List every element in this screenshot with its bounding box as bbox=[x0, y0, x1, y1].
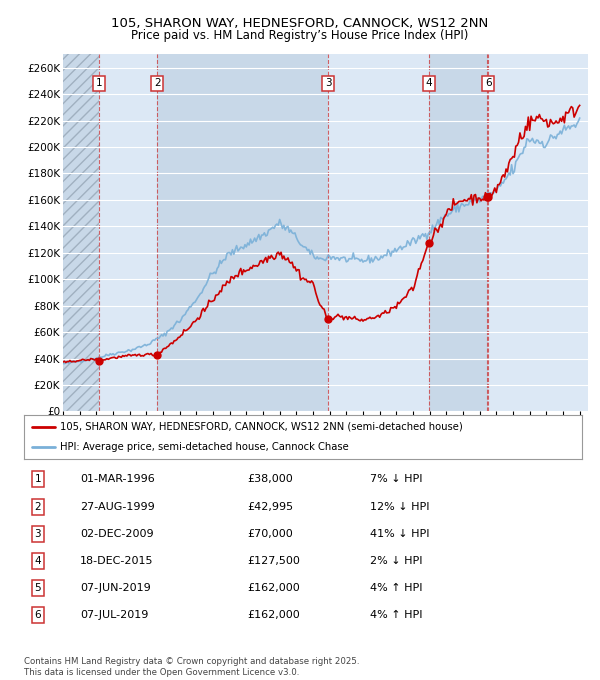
Bar bbox=[63, 54, 99, 411]
Text: £42,995: £42,995 bbox=[247, 502, 293, 511]
Text: 7% ↓ HPI: 7% ↓ HPI bbox=[370, 475, 422, 484]
Text: 3: 3 bbox=[325, 78, 332, 88]
Text: £38,000: £38,000 bbox=[247, 475, 293, 484]
Text: 6: 6 bbox=[485, 78, 491, 88]
Bar bbox=[328, 54, 429, 411]
Text: £162,000: £162,000 bbox=[247, 583, 300, 593]
Bar bbox=[157, 54, 328, 411]
Text: 6: 6 bbox=[35, 611, 41, 620]
Text: 2: 2 bbox=[154, 78, 161, 88]
Text: 41% ↓ HPI: 41% ↓ HPI bbox=[370, 529, 430, 539]
Text: 4: 4 bbox=[425, 78, 433, 88]
Bar bbox=[63, 54, 99, 411]
Text: 18-DEC-2015: 18-DEC-2015 bbox=[80, 556, 154, 566]
Text: 01-MAR-1996: 01-MAR-1996 bbox=[80, 475, 155, 484]
Text: £127,500: £127,500 bbox=[247, 556, 300, 566]
Text: 5: 5 bbox=[35, 583, 41, 593]
Text: 3: 3 bbox=[35, 529, 41, 539]
Bar bbox=[99, 54, 157, 411]
Text: 07-JUN-2019: 07-JUN-2019 bbox=[80, 583, 151, 593]
Text: 105, SHARON WAY, HEDNESFORD, CANNOCK, WS12 2NN: 105, SHARON WAY, HEDNESFORD, CANNOCK, WS… bbox=[112, 17, 488, 30]
Bar bbox=[488, 54, 588, 411]
Text: 02-DEC-2009: 02-DEC-2009 bbox=[80, 529, 154, 539]
Text: 105, SHARON WAY, HEDNESFORD, CANNOCK, WS12 2NN (semi-detached house): 105, SHARON WAY, HEDNESFORD, CANNOCK, WS… bbox=[60, 422, 463, 432]
Text: 4: 4 bbox=[35, 556, 41, 566]
Text: Price paid vs. HM Land Registry’s House Price Index (HPI): Price paid vs. HM Land Registry’s House … bbox=[131, 29, 469, 41]
Text: 2: 2 bbox=[35, 502, 41, 511]
Text: 07-JUL-2019: 07-JUL-2019 bbox=[80, 611, 148, 620]
Text: £162,000: £162,000 bbox=[247, 611, 300, 620]
Text: 1: 1 bbox=[96, 78, 103, 88]
Text: Contains HM Land Registry data © Crown copyright and database right 2025.
This d: Contains HM Land Registry data © Crown c… bbox=[24, 657, 359, 677]
Text: 27-AUG-1999: 27-AUG-1999 bbox=[80, 502, 155, 511]
Text: 4% ↑ HPI: 4% ↑ HPI bbox=[370, 583, 422, 593]
Text: 12% ↓ HPI: 12% ↓ HPI bbox=[370, 502, 430, 511]
Text: £70,000: £70,000 bbox=[247, 529, 293, 539]
Text: 2% ↓ HPI: 2% ↓ HPI bbox=[370, 556, 422, 566]
Bar bbox=[429, 54, 488, 411]
Text: 4% ↑ HPI: 4% ↑ HPI bbox=[370, 611, 422, 620]
Text: 1: 1 bbox=[35, 475, 41, 484]
Text: HPI: Average price, semi-detached house, Cannock Chase: HPI: Average price, semi-detached house,… bbox=[60, 442, 349, 452]
